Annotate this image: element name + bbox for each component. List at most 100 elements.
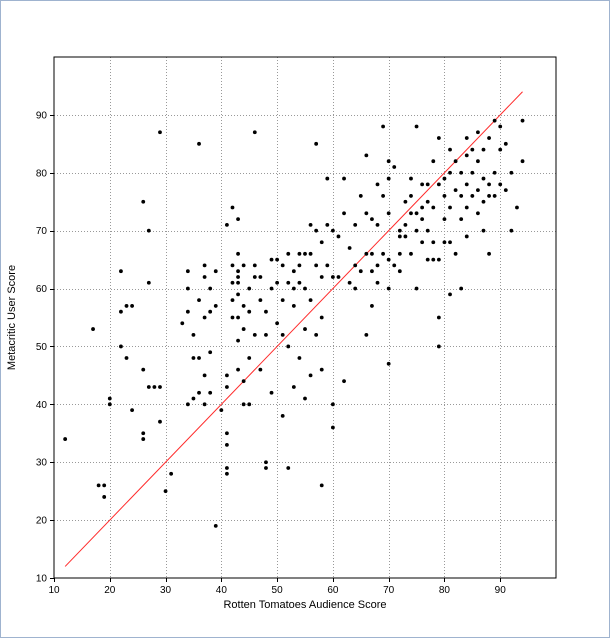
data-point (241, 304, 246, 308)
data-point (286, 251, 291, 256)
data-point (247, 356, 252, 360)
data-point (291, 304, 296, 308)
x-tick-label: 30 (160, 585, 172, 596)
data-point (180, 321, 185, 326)
data-point (91, 327, 95, 331)
data-point (236, 338, 240, 343)
data-point (492, 118, 497, 123)
data-point (185, 402, 190, 407)
data-point (119, 344, 123, 349)
y-tick-label: 10 (36, 574, 48, 585)
data-point (509, 228, 514, 233)
data-point (208, 350, 213, 355)
data-point (297, 356, 302, 360)
data-point (191, 356, 196, 360)
plot-area (53, 56, 557, 579)
data-point (102, 495, 107, 499)
data-point (225, 222, 229, 227)
data-point (241, 379, 246, 384)
data-point (381, 124, 385, 129)
data-point (409, 211, 413, 216)
data-point (202, 402, 207, 407)
data-point (102, 483, 107, 488)
data-point (264, 332, 268, 337)
data-point (386, 286, 391, 291)
data-point (386, 159, 391, 164)
data-point (459, 286, 464, 291)
data-point (202, 373, 207, 378)
data-point (442, 217, 447, 221)
data-point (236, 367, 240, 372)
data-point (124, 304, 129, 308)
data-point (236, 275, 240, 279)
data-point (308, 373, 313, 378)
reference-line (64, 91, 523, 567)
data-point (336, 275, 341, 279)
data-point (236, 315, 240, 320)
data-point (119, 269, 123, 274)
data-point (208, 390, 213, 395)
data-point (481, 228, 486, 233)
data-point (364, 153, 369, 158)
data-point (130, 304, 134, 308)
data-point (520, 118, 525, 123)
data-point (442, 194, 447, 198)
data-point (236, 217, 240, 221)
data-point (241, 402, 246, 407)
data-point (436, 182, 441, 187)
data-point (403, 222, 408, 227)
data-point (141, 199, 146, 204)
data-point (130, 408, 134, 413)
data-point (269, 390, 274, 395)
data-point (431, 159, 436, 164)
data-point (459, 217, 464, 221)
data-point (241, 327, 246, 331)
data-point (481, 199, 486, 204)
data-point (163, 489, 168, 494)
data-point (464, 182, 469, 187)
data-point (230, 298, 235, 303)
data-point (420, 205, 425, 210)
data-point (370, 269, 374, 274)
data-point (476, 130, 480, 135)
data-point (353, 263, 358, 268)
data-point (414, 211, 419, 216)
data-point (409, 176, 413, 181)
data-point (409, 251, 413, 256)
data-point (425, 257, 430, 262)
data-point (442, 240, 447, 245)
data-point (124, 356, 129, 360)
data-point (487, 182, 491, 187)
data-point (436, 136, 441, 140)
data-point (425, 199, 430, 204)
data-point (370, 251, 374, 256)
data-point (314, 263, 319, 268)
data-point (464, 153, 469, 158)
data-point (119, 309, 123, 314)
data-point (291, 286, 296, 291)
data-point (403, 199, 408, 204)
data-point (63, 437, 68, 441)
data-point (230, 315, 235, 320)
data-point (191, 332, 196, 337)
data-point (286, 280, 291, 285)
data-point (308, 298, 313, 303)
data-point (453, 188, 458, 193)
data-point (476, 211, 480, 216)
x-tick-label: 90 (495, 585, 507, 596)
data-point (141, 367, 146, 372)
data-point (448, 240, 452, 245)
data-point (420, 182, 425, 187)
data-point (319, 315, 324, 320)
data-point (448, 170, 452, 175)
data-point (319, 367, 324, 372)
data-point (414, 124, 419, 129)
data-point (225, 373, 229, 378)
data-point (503, 188, 508, 193)
data-point (213, 524, 218, 528)
data-point (381, 251, 385, 256)
data-point (330, 402, 335, 407)
data-point (202, 275, 207, 279)
data-point (291, 269, 296, 274)
data-point (197, 298, 201, 303)
